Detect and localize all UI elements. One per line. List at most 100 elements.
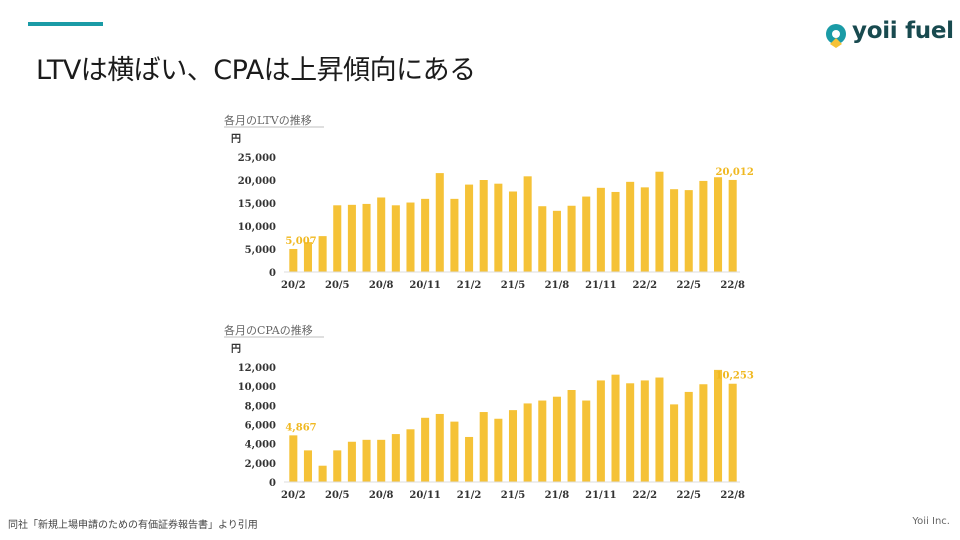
x-tick-label: 22/8	[720, 490, 745, 501]
y-tick-label: 10,000	[238, 382, 276, 393]
x-tick-label: 22/2	[633, 280, 658, 291]
bar-20-5	[333, 450, 342, 483]
y-tick-label: 25,000	[238, 153, 276, 164]
x-tick-label: 21/2	[457, 280, 482, 291]
bar-21-4	[494, 418, 503, 482]
bar-22-2	[640, 380, 649, 482]
bar-21-11	[596, 380, 605, 482]
x-tick-label: 20/8	[369, 280, 394, 291]
y-tick-label: 0	[269, 268, 276, 279]
x-tick-label: 22/8	[720, 280, 745, 291]
y-tick-label: 6,000	[245, 421, 276, 432]
bar-20-5	[333, 205, 342, 272]
bar-20-10	[406, 429, 415, 482]
bar-21-4	[494, 183, 503, 272]
x-tick-label: 22/5	[676, 280, 701, 291]
y-tick-label: 2,000	[245, 459, 276, 470]
data-label: 4,867	[285, 422, 316, 433]
bar-22-1	[626, 181, 635, 272]
bar-21-11	[596, 187, 605, 272]
chart-title: 各月のLTVの推移	[224, 113, 312, 127]
accent-bar	[28, 22, 103, 26]
x-tick-label: 21/5	[501, 280, 526, 291]
bar-20-8	[377, 439, 386, 482]
y-tick-label: 5,000	[245, 245, 276, 256]
x-tick-label: 20/2	[281, 490, 306, 501]
bar-20-6	[347, 204, 356, 272]
bar-21-6	[523, 176, 532, 272]
bar-20-11	[421, 417, 430, 482]
y-tick-label: 12,000	[238, 363, 276, 374]
bar-21-2	[465, 184, 474, 272]
x-tick-label: 22/5	[676, 490, 701, 501]
yoii-logo-icon	[826, 24, 846, 48]
bar-20-8	[377, 197, 386, 272]
bar-21-7	[538, 206, 547, 272]
bar-20-3	[303, 450, 312, 483]
bar-20-7	[362, 439, 371, 482]
bar-20-11	[421, 198, 430, 272]
x-tick-label: 20/8	[369, 490, 394, 501]
y-tick-label: 4,000	[245, 440, 276, 451]
data-label: 20,012	[716, 167, 754, 178]
y-tick-label: 20,000	[238, 176, 276, 187]
bar-20-2	[289, 435, 298, 482]
bar-20-6	[347, 441, 356, 482]
x-tick-label: 21/11	[585, 490, 616, 501]
bar-21-9	[567, 390, 576, 482]
y-axis-label: 円	[231, 133, 241, 145]
bar-22-7	[714, 369, 723, 483]
bar-22-7	[714, 177, 723, 272]
bar-20-9	[391, 205, 400, 272]
bar-21-2	[465, 436, 474, 482]
slide-title: LTVは横ばい、CPAは上昇傾向にある	[36, 55, 476, 86]
bar-20-3	[303, 242, 312, 272]
bar-21-3	[479, 412, 488, 482]
bar-20-4	[318, 465, 327, 482]
bar-22-5	[684, 391, 693, 482]
bar-21-5	[508, 191, 518, 272]
bar-21-12	[611, 374, 620, 482]
bar-20-12	[435, 413, 444, 482]
bar-21-8	[552, 210, 561, 272]
bar-22-2	[640, 187, 649, 272]
logo: yoii fuel	[824, 18, 954, 52]
bar-21-9	[567, 205, 576, 272]
bar-20-10	[406, 202, 415, 272]
bar-22-3	[655, 377, 664, 482]
bar-22-4	[670, 404, 679, 483]
x-tick-label: 21/5	[501, 490, 526, 501]
bar-22-6	[699, 180, 708, 272]
bar-22-4	[670, 189, 679, 272]
bar-22-6	[699, 384, 708, 482]
bar-22-3	[655, 171, 664, 272]
x-tick-label: 21/8	[545, 280, 570, 291]
bar-21-5	[508, 410, 518, 483]
y-tick-label: 0	[269, 478, 276, 489]
y-tick-label: 15,000	[238, 199, 276, 210]
source-footnote: 同社「新規上場申請のための有価証券報告書」より引用	[8, 520, 258, 531]
bar-20-12	[435, 173, 444, 272]
bar-21-1	[450, 421, 459, 483]
x-tick-label: 21/11	[585, 280, 616, 291]
bar-22-8	[728, 179, 737, 272]
data-label: 5,007	[285, 236, 316, 247]
bar-22-1	[626, 383, 635, 482]
bar-21-1	[450, 198, 459, 272]
y-tick-label: 10,000	[238, 222, 276, 233]
company-name: Yoii Inc.	[912, 516, 950, 527]
x-tick-label: 22/2	[633, 490, 658, 501]
bar-20-7	[362, 203, 371, 272]
bar-21-10	[582, 196, 591, 272]
bar-21-6	[523, 403, 532, 482]
data-label: 10,253	[716, 371, 754, 382]
bar-21-8	[552, 396, 561, 482]
x-tick-label: 20/5	[325, 280, 350, 291]
bar-22-8	[728, 383, 737, 482]
x-tick-label: 20/11	[409, 280, 440, 291]
bar-21-3	[479, 180, 488, 272]
y-tick-label: 8,000	[245, 401, 276, 412]
chart-title: 各月のCPAの推移	[224, 323, 313, 337]
